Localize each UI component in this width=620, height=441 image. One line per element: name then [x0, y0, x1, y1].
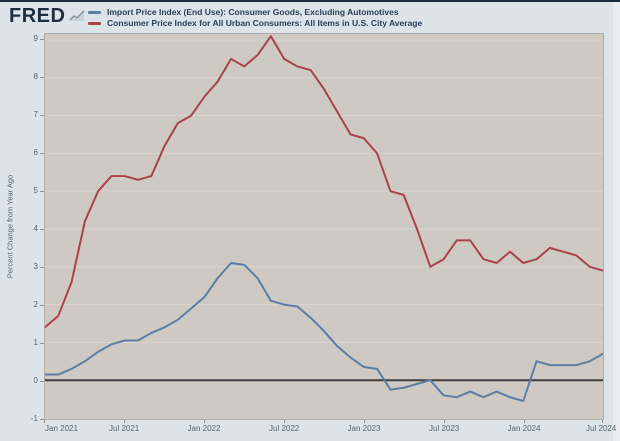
legend-swatch [88, 10, 101, 14]
x-tick-mark [44, 420, 45, 423]
legend-label: Consumer Price Index for All Urban Consu… [107, 18, 423, 28]
y-tick-mark [40, 419, 44, 420]
x-tick-mark [284, 420, 285, 423]
x-tick-label: Jul 2021 [109, 424, 140, 433]
x-tick-label: Jan 2024 [507, 424, 541, 433]
right-margin [613, 2, 620, 441]
y-tick-mark [40, 77, 44, 78]
y-tick-mark [40, 115, 44, 116]
y-tick-label: 5 [33, 186, 38, 195]
fred-logo[interactable]: FRED [9, 6, 86, 26]
y-tick-label: 6 [33, 148, 38, 157]
y-tick-label: 2 [33, 300, 38, 309]
x-tick-label: Jan 2021 [45, 424, 78, 433]
y-tick-label: 1 [33, 338, 38, 347]
x-tick-label: Jan 2022 [187, 424, 221, 433]
plot-svg [45, 35, 603, 402]
x-tick-mark [124, 420, 125, 423]
legend-label: Import Price Index (End Use): Consumer G… [107, 7, 399, 17]
y-tick-mark [40, 191, 44, 192]
y-tick-mark [40, 343, 44, 344]
y-tick-label: -1 [30, 414, 38, 423]
area-chart-icon [69, 6, 86, 26]
y-tick-label: 0 [33, 376, 38, 385]
y-tick-mark [40, 381, 44, 382]
legend-item: Consumer Price Index for All Urban Consu… [88, 18, 422, 28]
legend-swatch [88, 21, 101, 25]
x-tick-mark [204, 420, 205, 423]
series-line-import-price-index [45, 262, 603, 402]
x-tick-mark [364, 420, 365, 423]
legend-item: Import Price Index (End Use): Consumer G… [88, 7, 422, 17]
y-tick-mark [40, 39, 44, 40]
x-tick-label: Jul 2022 [269, 424, 300, 433]
y-tick-label: 7 [33, 110, 38, 119]
x-tick-mark [524, 420, 525, 423]
x-tick-label: Jul 2023 [429, 424, 460, 433]
y-tick-label: 3 [33, 262, 38, 271]
y-tick-label: 4 [33, 224, 38, 233]
x-tick-mark [444, 420, 445, 423]
x-tick-mark [602, 420, 603, 423]
series-line-cpi [45, 35, 603, 329]
y-tick-mark [40, 153, 44, 154]
x-tick-label: Jan 2023 [347, 424, 381, 433]
y-tick-mark [40, 305, 44, 306]
top-border [0, 0, 620, 2]
x-tick-label: Jul 2024 [586, 424, 617, 433]
y-tick-mark [40, 229, 44, 230]
plot-area[interactable] [44, 33, 604, 420]
legend: Import Price Index (End Use): Consumer G… [88, 7, 422, 29]
y-tick-mark [40, 267, 44, 268]
y-tick-label: 8 [33, 72, 38, 81]
fred-logo-text: FRED [9, 5, 66, 27]
y-tick-label: 9 [33, 34, 38, 43]
